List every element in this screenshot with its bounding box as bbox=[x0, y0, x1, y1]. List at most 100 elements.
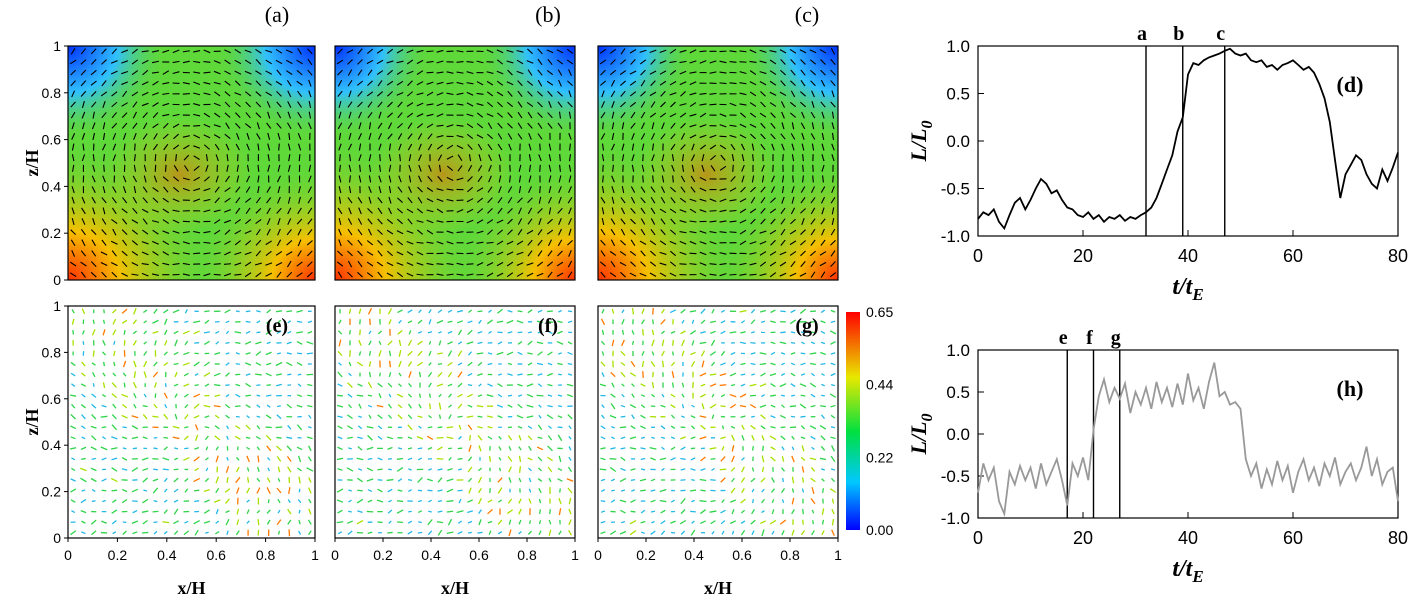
vector-arrow bbox=[226, 435, 229, 440]
vector-arrow bbox=[338, 339, 342, 347]
vector-arrow bbox=[548, 425, 552, 430]
vector-arrow bbox=[689, 240, 697, 245]
vector-arrow bbox=[527, 352, 533, 355]
vector-arrow bbox=[476, 262, 484, 267]
vector-arrow bbox=[296, 404, 303, 408]
x-tick-label: 0.2 bbox=[108, 547, 128, 563]
vector-arrow bbox=[547, 90, 553, 97]
vector-arrow bbox=[256, 425, 261, 430]
vector-arrow bbox=[173, 351, 179, 356]
vector-arrow bbox=[467, 424, 473, 431]
vector-arrow bbox=[288, 487, 291, 494]
vector-arrow bbox=[517, 111, 523, 119]
vector-arrow bbox=[112, 228, 117, 236]
vector-arrow bbox=[378, 111, 382, 119]
vector-arrow bbox=[366, 59, 374, 65]
vector-arrow bbox=[337, 383, 343, 387]
vector-arrow bbox=[739, 92, 747, 96]
vector-arrow bbox=[446, 478, 454, 482]
vector-arrow bbox=[476, 123, 484, 129]
vector-arrow bbox=[528, 445, 532, 451]
vector-arrow bbox=[172, 263, 180, 266]
vector-arrow bbox=[254, 262, 262, 266]
vector-arrow bbox=[456, 144, 464, 150]
vector-arrow bbox=[113, 361, 116, 367]
vector-arrow bbox=[388, 499, 392, 503]
vector-arrow bbox=[182, 50, 190, 53]
vector-arrow bbox=[213, 102, 221, 107]
vector-arrow bbox=[366, 48, 374, 54]
vector-arrow bbox=[417, 415, 423, 419]
vector-arrow bbox=[467, 404, 473, 408]
vector-arrow bbox=[801, 132, 805, 140]
vector-arrow bbox=[830, 383, 836, 387]
vector-arrow bbox=[601, 414, 605, 419]
vector-arrow bbox=[203, 198, 211, 202]
vector-arrow bbox=[620, 404, 626, 408]
vector-arrow bbox=[670, 393, 676, 398]
vector-arrow bbox=[183, 372, 189, 377]
vector-arrow bbox=[416, 123, 424, 129]
vector-arrow bbox=[173, 488, 179, 493]
vector-arrow bbox=[749, 241, 757, 245]
vector-arrow bbox=[214, 351, 221, 355]
vector-arrow bbox=[427, 175, 433, 182]
vector-arrow bbox=[619, 477, 627, 483]
vector-arrow bbox=[679, 70, 687, 75]
vector-arrow bbox=[276, 436, 282, 439]
vector-arrow bbox=[507, 331, 513, 334]
vector-arrow bbox=[436, 241, 444, 245]
vector-arrow bbox=[547, 239, 553, 247]
vector-arrow bbox=[467, 164, 473, 172]
vector-arrow bbox=[821, 383, 825, 387]
vector-arrow bbox=[650, 58, 656, 65]
vector-arrow bbox=[267, 457, 271, 461]
vector-arrow bbox=[528, 467, 532, 472]
vector-arrow bbox=[366, 272, 374, 278]
vector-arrow bbox=[111, 48, 118, 55]
vector-arrow bbox=[518, 498, 522, 504]
vector-arrow bbox=[720, 509, 726, 514]
vector-arrow bbox=[226, 154, 229, 162]
vector-arrow bbox=[245, 101, 251, 108]
vector-arrow bbox=[337, 48, 343, 55]
vector-arrow bbox=[214, 425, 220, 430]
vector-arrow bbox=[265, 262, 273, 266]
vector-arrow bbox=[557, 250, 563, 257]
vector-arrow bbox=[689, 81, 697, 86]
vector-arrow bbox=[660, 436, 666, 440]
vector-arrow bbox=[203, 372, 211, 377]
vector-arrow bbox=[225, 372, 230, 377]
vector-arrow bbox=[80, 90, 87, 97]
vector-arrow bbox=[800, 122, 806, 130]
vector-arrow bbox=[709, 447, 717, 450]
vector-arrow bbox=[547, 383, 553, 387]
vector-arrow bbox=[407, 320, 413, 324]
vector-arrow bbox=[536, 272, 544, 277]
vector-arrow bbox=[225, 362, 230, 366]
vector-arrow bbox=[91, 186, 96, 193]
vector-arrow bbox=[719, 273, 727, 277]
vector-arrow bbox=[759, 81, 767, 86]
vector-arrow bbox=[234, 229, 242, 235]
vector-arrow bbox=[132, 175, 138, 183]
vector-arrow bbox=[122, 90, 128, 98]
vector-arrow bbox=[266, 319, 272, 324]
vector-arrow bbox=[498, 467, 502, 472]
vector-arrow bbox=[769, 50, 777, 53]
vector-arrow bbox=[297, 455, 302, 463]
vector-arrow bbox=[690, 468, 696, 471]
vector-arrow bbox=[437, 529, 443, 536]
vector-arrow bbox=[699, 415, 707, 419]
vector-arrow bbox=[337, 207, 343, 215]
vector-arrow bbox=[446, 252, 454, 255]
vector-arrow bbox=[437, 175, 443, 182]
vector-arrow bbox=[276, 519, 282, 526]
vector-arrow bbox=[457, 154, 463, 161]
vector-arrow bbox=[699, 198, 707, 202]
vector-arrow bbox=[245, 352, 251, 355]
vector-arrow bbox=[671, 371, 675, 379]
vector-arrow bbox=[699, 209, 707, 213]
vector-arrow bbox=[699, 262, 707, 266]
vector-arrow bbox=[811, 487, 815, 495]
